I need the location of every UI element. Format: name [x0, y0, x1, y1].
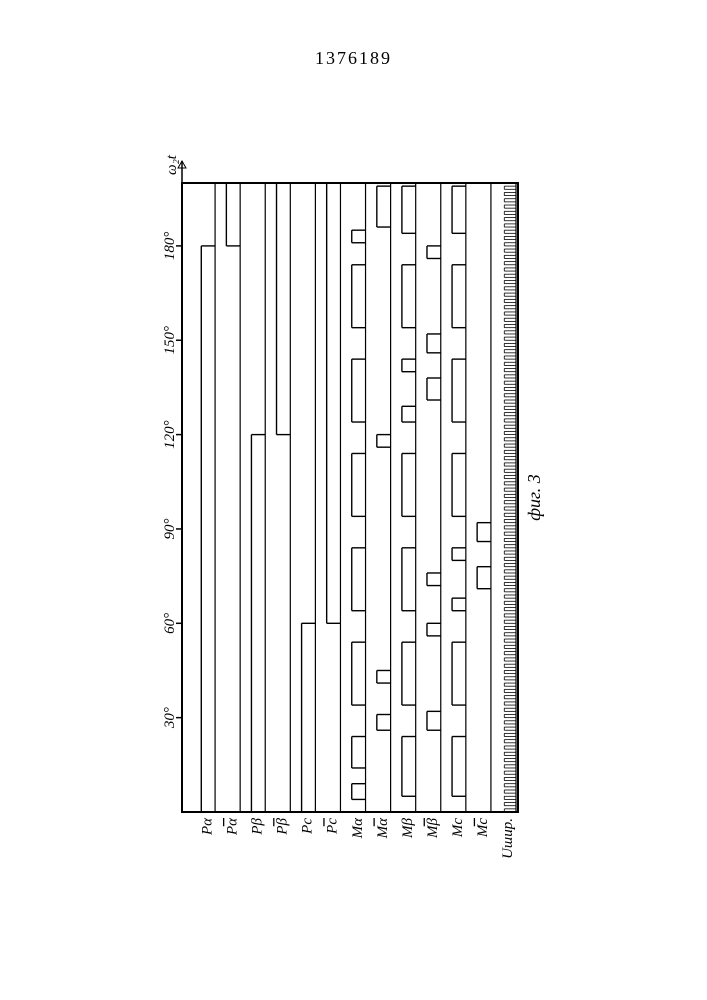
- svg-text:180°: 180°: [162, 232, 178, 261]
- svg-text:Pβ: Pβ: [275, 817, 291, 835]
- svg-text:Mc: Mc: [450, 818, 466, 838]
- svg-text:Uшир.: Uшир.: [500, 818, 516, 859]
- page-number: 1376189: [0, 48, 707, 69]
- svg-text:120°: 120°: [162, 420, 178, 449]
- svg-text:Pc: Pc: [300, 818, 316, 835]
- svg-text:Mα: Mα: [350, 817, 366, 839]
- svg-text:60°: 60°: [162, 613, 178, 634]
- figure-caption: фиг. 3: [524, 474, 544, 521]
- svg-text:Mα: Mα: [375, 817, 391, 839]
- timing-diagram-figure: 30° 60° 90° 120° 150° 180° ω₂t Pα Pα Pβ Pβ Pc Pc Mα Mα…: [158, 145, 546, 860]
- svg-text:Pc: Pc: [325, 818, 341, 835]
- svg-text:Pβ: Pβ: [249, 817, 265, 835]
- svg-text:Pα: Pα: [224, 817, 240, 836]
- svg-text:30°: 30°: [162, 707, 178, 729]
- svg-text:90°: 90°: [162, 518, 178, 539]
- svg-text:Mc: Mc: [475, 818, 491, 838]
- svg-text:Pα: Pα: [199, 817, 215, 836]
- svg-text:150°: 150°: [162, 326, 178, 355]
- svg-text:Mβ: Mβ: [425, 817, 441, 838]
- timing-diagram-svg: 30° 60° 90° 120° 150° 180° ω₂t Pα Pα Pβ Pβ Pc Pc Mα Mα…: [158, 145, 546, 860]
- svg-text:Mβ: Mβ: [400, 817, 416, 838]
- svg-text:ω₂t: ω₂t: [164, 154, 180, 175]
